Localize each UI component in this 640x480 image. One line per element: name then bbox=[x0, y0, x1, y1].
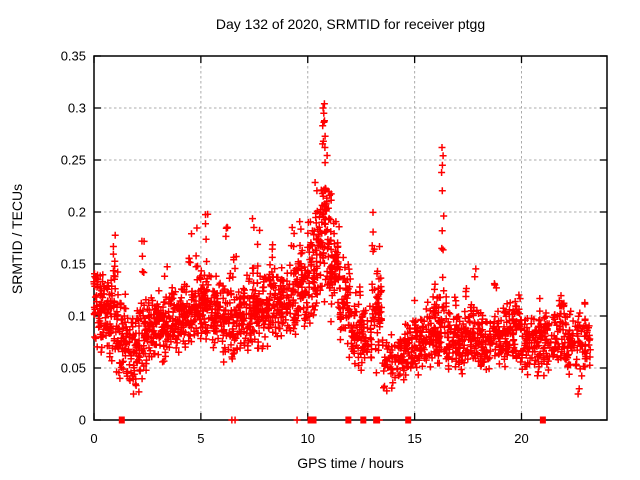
x-axis-label: GPS time / hours bbox=[297, 455, 404, 471]
zero-marker bbox=[293, 416, 301, 424]
zero-marker bbox=[375, 416, 383, 424]
zero-marker bbox=[539, 416, 546, 424]
y-tick-label: 0.25 bbox=[61, 153, 86, 168]
x-tick-label: 15 bbox=[407, 431, 421, 446]
scatter-points bbox=[90, 100, 594, 398]
y-tick-label: 0.15 bbox=[61, 257, 86, 272]
zero-marker bbox=[307, 416, 317, 424]
zero-marker bbox=[118, 416, 125, 424]
x-tick-label: 0 bbox=[90, 431, 97, 446]
y-tick-label: 0.35 bbox=[61, 49, 86, 64]
x-tick-label: 20 bbox=[514, 431, 528, 446]
y-tick-label: 0.3 bbox=[68, 101, 86, 116]
zero-marker bbox=[345, 416, 352, 424]
x-tick-label: 5 bbox=[197, 431, 204, 446]
zero-marker bbox=[360, 416, 367, 424]
chart-title: Day 132 of 2020, SRMTID for receiver ptg… bbox=[215, 16, 486, 32]
zero-marker bbox=[231, 416, 239, 424]
x-tick-label: 10 bbox=[301, 431, 315, 446]
zero-marker bbox=[405, 416, 412, 424]
y-tick-label: 0 bbox=[79, 413, 86, 428]
y-tick-label: 0.2 bbox=[68, 205, 86, 220]
y-tick-label: 0.1 bbox=[68, 309, 86, 324]
y-tick-label: 0.05 bbox=[61, 361, 86, 376]
